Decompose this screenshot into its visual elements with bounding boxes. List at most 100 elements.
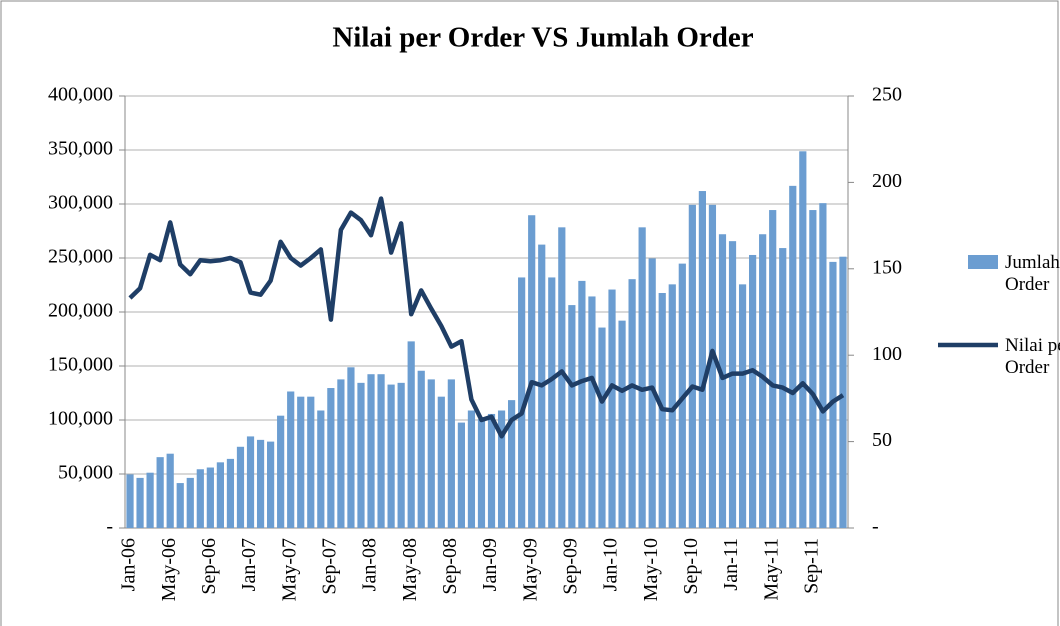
bar <box>528 215 536 528</box>
bar <box>317 410 325 528</box>
x-tick-label: Sep-06 <box>198 538 220 595</box>
bar <box>698 191 706 529</box>
x-tick-label: May-06 <box>158 538 180 601</box>
bar <box>357 382 365 528</box>
bar <box>638 227 646 528</box>
x-tick-label: May-09 <box>519 538 541 601</box>
bar <box>447 379 455 528</box>
y2-tick-label: 50 <box>872 429 892 451</box>
bar <box>648 258 656 528</box>
bar <box>226 458 235 528</box>
bar <box>487 413 496 528</box>
bar <box>497 410 506 528</box>
x-tick-label: Sep-07 <box>318 538 340 595</box>
bar <box>427 379 435 528</box>
bar <box>146 472 154 528</box>
bar <box>789 185 797 528</box>
bar <box>598 327 606 528</box>
bar <box>738 284 747 528</box>
bar <box>467 410 476 528</box>
bar <box>307 396 315 528</box>
bar <box>126 474 134 528</box>
bar <box>618 320 626 528</box>
y2-tick-label: 150 <box>872 256 902 278</box>
x-tick-label: Jan-09 <box>479 538 501 591</box>
bar <box>568 305 576 528</box>
x-tick-label: Jan-10 <box>600 538 622 591</box>
bar <box>759 234 767 529</box>
legend-entry: Jumlah Order <box>1005 252 1060 295</box>
x-tick-label: Sep-10 <box>680 538 702 595</box>
legend-entry: Nilai per Order <box>1005 335 1060 378</box>
bar <box>477 419 486 528</box>
bar <box>799 151 807 528</box>
bar <box>136 477 144 528</box>
bar <box>769 210 777 528</box>
bar <box>236 446 245 528</box>
y-tick-label: 250,000 <box>48 246 113 268</box>
y-tick-label: 50,000 <box>58 462 113 484</box>
x-tick-label: May-11 <box>760 538 782 601</box>
bar <box>708 204 717 528</box>
bar <box>407 341 415 528</box>
x-tick-label: Jan-11 <box>720 538 742 591</box>
y2-tick-label: 200 <box>872 170 902 192</box>
bar <box>578 280 586 528</box>
bar <box>417 370 425 528</box>
bar <box>608 289 616 528</box>
bar <box>347 367 355 528</box>
bar <box>196 469 204 528</box>
bar <box>518 277 526 528</box>
y-tick-label: - <box>106 516 113 538</box>
bar <box>367 374 375 528</box>
bar <box>277 415 285 528</box>
x-tick-label: Jan-06 <box>118 538 140 591</box>
bar <box>809 210 817 528</box>
bar <box>156 457 164 528</box>
bar <box>668 284 676 528</box>
x-tick-label: Jan-08 <box>359 538 381 591</box>
bar <box>728 241 737 529</box>
x-tick-label: Sep-08 <box>439 538 461 595</box>
chart-title: Nilai per Order VS Jumlah Order <box>332 22 753 54</box>
y-tick-label: 200,000 <box>48 300 113 322</box>
x-tick-label: Sep-11 <box>800 538 822 594</box>
bar <box>377 374 385 528</box>
bar <box>387 384 395 528</box>
y2-tick-label: 250 <box>872 84 902 106</box>
bar <box>337 379 345 528</box>
bar <box>508 400 516 528</box>
bar <box>256 439 265 528</box>
bar <box>186 477 194 528</box>
bar <box>166 453 174 528</box>
bar <box>548 277 556 528</box>
bar <box>287 391 295 528</box>
bar <box>397 382 405 528</box>
y-tick-label: 100,000 <box>48 408 113 430</box>
bar <box>176 483 184 528</box>
bar <box>588 296 596 528</box>
bar <box>829 261 837 528</box>
x-tick-label: Jan-07 <box>238 538 260 591</box>
bar <box>558 227 566 528</box>
x-tick-label: Sep-09 <box>559 538 581 595</box>
bar <box>437 396 445 528</box>
bar <box>839 256 847 528</box>
y-tick-label: 350,000 <box>48 138 113 160</box>
bar <box>327 388 335 528</box>
y2-tick-label: 100 <box>872 343 902 365</box>
bar <box>457 422 465 528</box>
x-tick-label: May-10 <box>640 538 662 601</box>
bar <box>246 436 255 528</box>
bar <box>216 462 224 528</box>
x-tick-label: May-08 <box>399 538 421 601</box>
bar <box>819 203 827 529</box>
line <box>128 196 845 439</box>
bar <box>297 396 305 528</box>
bar <box>628 279 636 528</box>
y-tick-label: 150,000 <box>48 354 113 376</box>
bar <box>206 467 214 528</box>
bar <box>718 234 727 529</box>
